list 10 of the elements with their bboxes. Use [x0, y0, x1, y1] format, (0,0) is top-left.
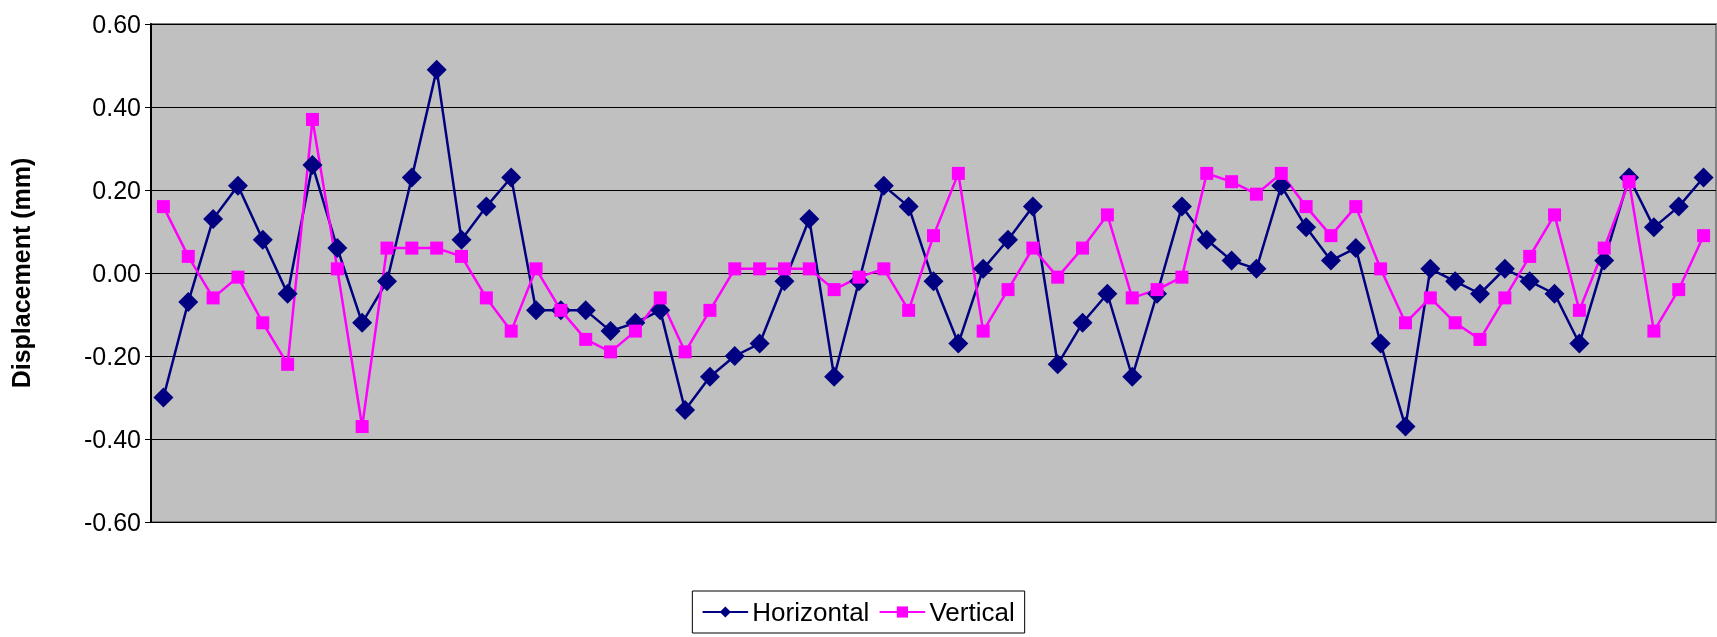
y-tick-label: 0.60	[92, 10, 141, 38]
y-axis-title: Displacement (mm)	[6, 157, 35, 389]
y-tick-label: 0.20	[92, 176, 141, 204]
legend-label: Horizontal	[752, 597, 870, 627]
y-tick-label: 0.40	[92, 93, 141, 121]
y-tick-label: 0.00	[92, 259, 141, 287]
legend-label: Vertical	[929, 597, 1015, 627]
y-tick-label: -0.40	[84, 425, 141, 453]
y-tick-label: -0.20	[84, 342, 141, 370]
y-tick-label: -0.60	[84, 508, 141, 536]
